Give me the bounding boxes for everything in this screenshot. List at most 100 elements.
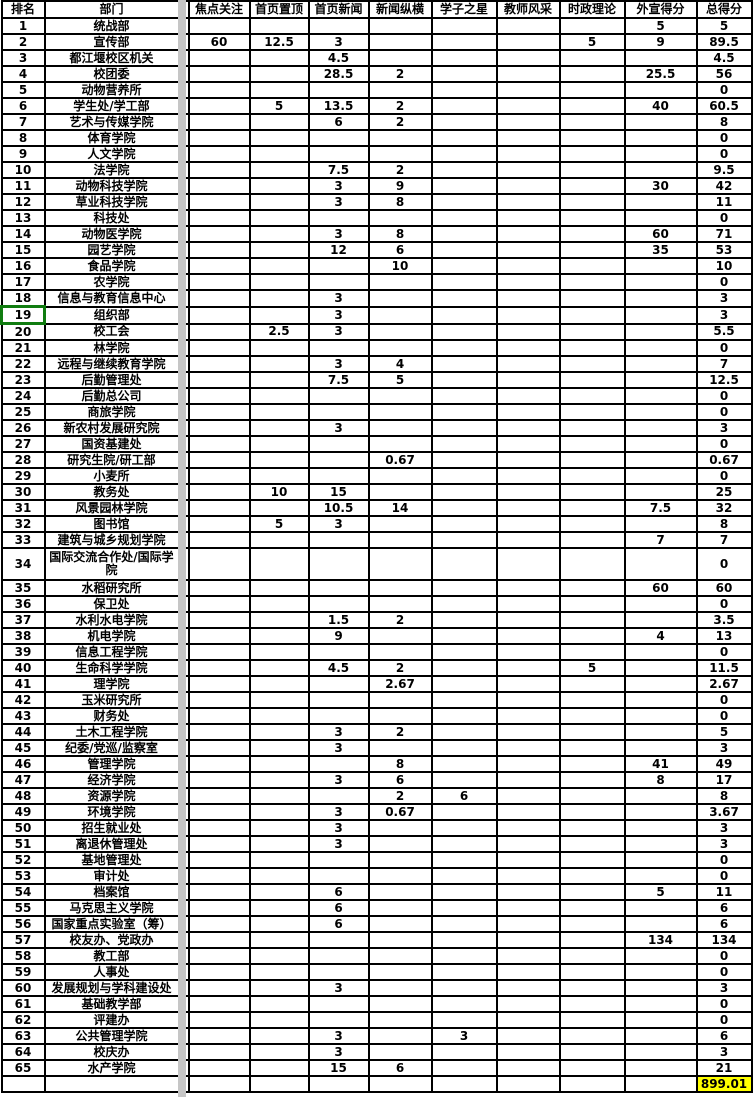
cell-focus[interactable] <box>187 49 251 67</box>
cell-top[interactable] <box>248 145 310 163</box>
cell-external[interactable]: 8 <box>623 771 698 789</box>
cell-external[interactable]: 9 <box>623 33 698 51</box>
cell-politics[interactable] <box>558 819 626 837</box>
cell-zongheng[interactable] <box>367 579 433 597</box>
cell-teacher[interactable] <box>495 1011 561 1029</box>
cell-news[interactable]: 3 <box>307 723 370 741</box>
cell-zongheng[interactable] <box>367 209 433 227</box>
cell-focus[interactable] <box>187 803 251 821</box>
cell-rank[interactable]: 4 <box>0 65 46 83</box>
cell-dept[interactable]: 学生处/学工部 <box>43 97 180 115</box>
cell-star[interactable] <box>430 241 498 259</box>
cell-dept[interactable]: 土木工程学院 <box>43 723 180 741</box>
cell-rank[interactable]: 50 <box>0 819 46 837</box>
cell-rank[interactable]: 43 <box>0 707 46 725</box>
cell-politics[interactable] <box>558 113 626 131</box>
cell-zongheng[interactable]: 8 <box>367 755 433 773</box>
cell-top[interactable]: 10 <box>248 483 310 501</box>
cell-news[interactable]: 12 <box>307 241 370 259</box>
cell-star[interactable] <box>430 611 498 629</box>
cell-news[interactable]: 7.5 <box>307 371 370 389</box>
cell-teacher[interactable] <box>495 129 561 147</box>
cell-news[interactable] <box>307 547 370 581</box>
cell-dept[interactable]: 远程与继续教育学院 <box>43 355 180 373</box>
cell-star[interactable] <box>430 963 498 981</box>
cell-external[interactable] <box>623 739 698 757</box>
cell-external[interactable] <box>623 643 698 661</box>
cell-zongheng[interactable] <box>367 81 433 99</box>
cell-top[interactable] <box>248 819 310 837</box>
col-header-politics[interactable]: 时政理论 <box>558 0 626 19</box>
cell-external[interactable] <box>623 963 698 981</box>
cell-external[interactable]: 30 <box>623 177 698 195</box>
cell-total[interactable]: 49 <box>695 755 753 773</box>
cell-politics[interactable] <box>558 627 626 645</box>
cell-external[interactable]: 40 <box>623 97 698 115</box>
col-header-focus[interactable]: 焦点关注 <box>187 0 251 19</box>
cell-rank[interactable]: 56 <box>0 915 46 933</box>
cell-external[interactable] <box>623 979 698 997</box>
cell-focus[interactable] <box>187 643 251 661</box>
cell-total[interactable]: 0 <box>695 339 753 357</box>
cell-focus[interactable] <box>187 787 251 805</box>
cell-dept[interactable]: 新农村发展研究院 <box>43 419 180 437</box>
cell-zongheng[interactable]: 6 <box>367 1059 433 1077</box>
cell-politics[interactable] <box>558 899 626 917</box>
cell-news[interactable]: 3 <box>307 803 370 821</box>
cell-dept[interactable]: 评建办 <box>43 1011 180 1029</box>
cell-politics[interactable] <box>558 547 626 581</box>
cell-focus[interactable] <box>187 867 251 885</box>
cell-politics[interactable] <box>558 691 626 709</box>
cell-star[interactable] <box>430 1011 498 1029</box>
cell-news[interactable] <box>307 129 370 147</box>
cell-rank[interactable]: 35 <box>0 579 46 597</box>
cell-politics[interactable] <box>558 403 626 421</box>
total-cell-star[interactable] <box>430 1075 498 1093</box>
cell-dept[interactable]: 商旅学院 <box>43 403 180 421</box>
cell-star[interactable] <box>430 755 498 773</box>
cell-teacher[interactable] <box>495 595 561 613</box>
cell-total[interactable]: 8 <box>695 113 753 131</box>
cell-top[interactable] <box>248 289 310 308</box>
cell-teacher[interactable] <box>495 755 561 773</box>
cell-total[interactable]: 0 <box>695 467 753 485</box>
cell-focus[interactable] <box>187 723 251 741</box>
cell-total[interactable]: 3.67 <box>695 803 753 821</box>
cell-teacher[interactable] <box>495 145 561 163</box>
cell-top[interactable] <box>248 739 310 757</box>
cell-star[interactable]: 3 <box>430 1027 498 1045</box>
cell-external[interactable] <box>623 49 698 67</box>
cell-total[interactable]: 134 <box>695 931 753 949</box>
cell-focus[interactable] <box>187 1059 251 1077</box>
cell-total[interactable]: 3 <box>695 289 753 308</box>
cell-zongheng[interactable]: 8 <box>367 193 433 211</box>
cell-star[interactable] <box>430 257 498 275</box>
cell-top[interactable] <box>248 643 310 661</box>
cell-teacher[interactable] <box>495 691 561 709</box>
cell-zongheng[interactable]: 10 <box>367 257 433 275</box>
cell-teacher[interactable] <box>495 1027 561 1045</box>
cell-external[interactable] <box>623 403 698 421</box>
cell-external[interactable]: 5 <box>623 17 698 35</box>
cell-external[interactable] <box>623 257 698 275</box>
cell-rank[interactable]: 27 <box>0 435 46 453</box>
cell-teacher[interactable] <box>495 627 561 645</box>
cell-total[interactable]: 17 <box>695 771 753 789</box>
cell-focus[interactable] <box>187 161 251 179</box>
cell-external[interactable] <box>623 787 698 805</box>
cell-total[interactable]: 0 <box>695 145 753 163</box>
cell-top[interactable] <box>248 241 310 259</box>
cell-rank[interactable]: 39 <box>0 643 46 661</box>
cell-external[interactable] <box>623 339 698 357</box>
cell-teacher[interactable] <box>495 193 561 211</box>
cell-top[interactable] <box>248 723 310 741</box>
cell-zongheng[interactable] <box>367 1043 433 1061</box>
cell-zongheng[interactable] <box>367 129 433 147</box>
cell-dept[interactable]: 统战部 <box>43 17 180 35</box>
cell-total[interactable]: 11 <box>695 193 753 211</box>
cell-news[interactable]: 3 <box>307 1043 370 1061</box>
cell-total[interactable]: 0 <box>695 707 753 725</box>
cell-zongheng[interactable] <box>367 145 433 163</box>
cell-focus[interactable] <box>187 883 251 901</box>
cell-rank[interactable]: 2 <box>0 33 46 51</box>
